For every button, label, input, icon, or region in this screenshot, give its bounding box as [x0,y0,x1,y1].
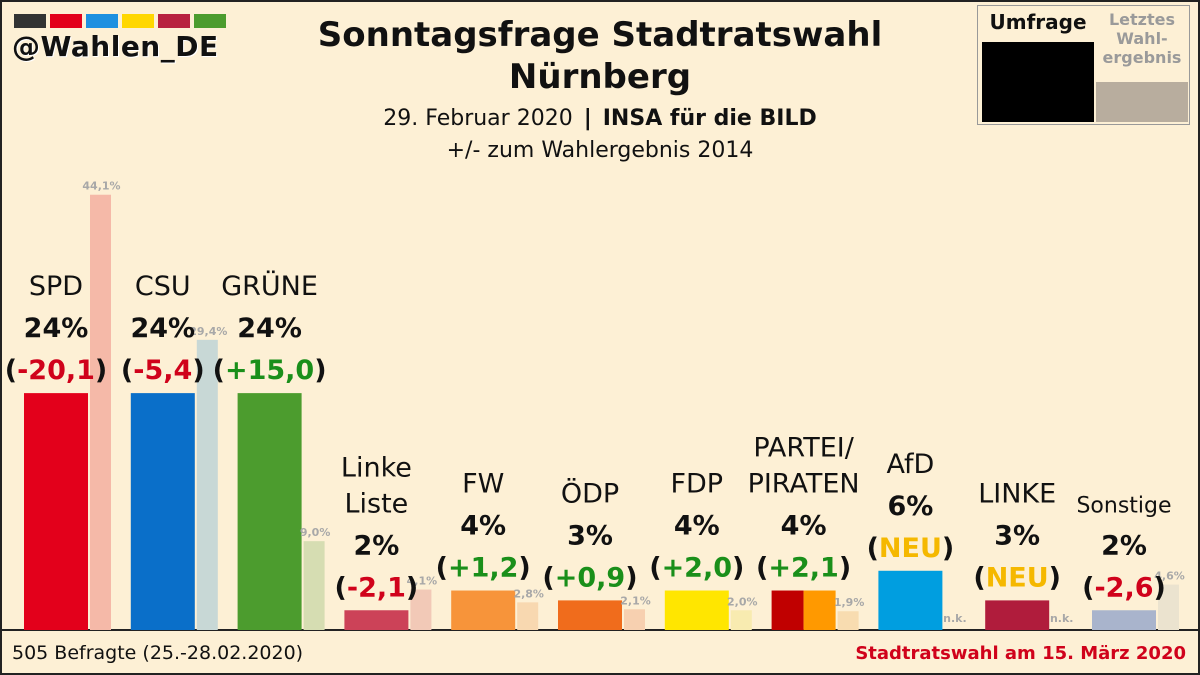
party-name: CSU [135,271,191,302]
value-label: 24% [24,313,89,344]
poll-bar [664,590,729,630]
value-label: 4% [781,511,827,542]
previous-result-label: 9,0% [300,526,331,539]
party-name: FW [462,469,504,500]
previous-result-label: 4,1% [407,575,438,588]
chart-title-line2: Nürnberg [508,57,692,97]
legend-last-result-line: Letztes [1108,10,1176,29]
value-label: 2% [353,530,399,561]
previous-result-bar [303,541,325,630]
change-label: (-20,1) [5,355,108,386]
value-label: 24% [237,313,302,344]
value-label: 4% [674,511,720,542]
change-label: (NEU) [867,533,955,564]
party-name: SPD [29,271,83,302]
legend-last-result-label: Letztes Wahl- ergebnis [1096,10,1188,67]
change-label: (+2,0) [649,553,744,584]
brand: @Wahlen_DE [12,14,226,63]
value-label: 6% [887,491,933,522]
previous-result-bar [90,194,111,630]
previous-result-label: 29,4% [189,325,227,338]
poll-bar [237,393,302,630]
poll-bar [558,600,622,630]
party-name: Linke [341,452,412,483]
change-label: (+0,9) [542,562,637,593]
previous-result-label: 2,1% [620,594,651,607]
poll-date: 29. Februar 2020 [383,106,573,131]
poll-bar [344,610,409,630]
poll-bar [878,570,943,630]
party-name: ÖDP [561,477,619,509]
chart-title-line1: Sonntagsfrage Stadtratswahl [317,15,883,55]
previous-result-label: n.k. [1050,612,1074,625]
brand-swatch [194,14,226,28]
brand-swatch [50,14,82,28]
previous-result-label: 2,8% [513,587,544,600]
value-label: 2% [1101,530,1147,561]
change-label: (-2,6) [1082,572,1166,603]
brand-swatch [14,14,46,28]
poll-bar [451,590,516,630]
value-label: 4% [460,511,506,542]
legend: Umfrage Letztes Wahl- ergebnis [977,5,1190,125]
change-label: (+1,2) [436,553,531,584]
poll-bar [771,590,804,630]
previous-result-bar [624,609,645,630]
poll-bar [1092,610,1156,630]
party-name: Liste [344,488,408,519]
brand-handle: @Wahlen_DE [12,30,219,63]
subtitle-separator: | [583,106,592,131]
value-label: 24% [130,313,195,344]
party-name: PARTEI/ [753,433,854,464]
previous-result-label: 44,1% [82,180,120,193]
previous-result-bar [837,611,859,630]
party-name: LINKE [978,478,1056,509]
title-block: Sonntagsfrage Stadtratswahl Nürnberg 29.… [300,14,900,168]
change-label: (NEU) [973,562,1061,593]
value-label: 3% [994,520,1040,551]
party-name: Sonstige [1076,493,1171,518]
previous-result-bar [1158,584,1179,630]
previous-result-label: 4,6% [1154,570,1185,583]
change-label: (-2,1) [335,572,419,603]
change-label: (-5,4) [121,355,205,386]
legend-poll-swatch [982,42,1094,122]
poll-source: INSA für die BILD [602,106,817,131]
change-label: (+2,1) [756,553,851,584]
previous-result-bar [730,610,752,630]
poll-bar-secondary [803,590,836,630]
election-date-note: Stadtratswahl am 15. März 2020 [855,643,1186,664]
previous-result-bar [410,589,432,630]
subtitle-date-source: 29. Februar 2020 | INSA für die BILD [300,104,900,134]
value-label: 3% [567,520,613,551]
previous-result-label: n.k. [943,612,967,625]
legend-last-result-line: ergebnis [1102,48,1182,67]
brand-swatches [14,14,226,28]
legend-last-result-swatch [1096,82,1188,122]
party-name: FDP [670,469,723,500]
poll-bar [130,393,195,630]
sample-size-note: 505 Befragte (25.-28.02.2020) [12,642,304,664]
comparison-note: +/- zum Wahlergebnis 2014 [446,138,754,163]
legend-poll-label: Umfrage [989,10,1087,34]
party-name: AfD [886,449,934,480]
legend-last-result-line: Wahl- [1116,29,1168,48]
brand-swatch [86,14,118,28]
brand-swatch [158,14,190,28]
previous-result-label: 1,9% [834,596,865,609]
poll-bar [985,600,1050,630]
change-label: (+15,0) [213,355,327,386]
party-name: GRÜNE [221,270,318,302]
previous-result-bar [196,339,218,630]
brand-swatch [122,14,154,28]
party-name: PIRATEN [748,469,860,500]
poll-bar [24,393,88,630]
previous-result-label: 2,0% [727,595,758,608]
previous-result-bar [517,602,539,630]
